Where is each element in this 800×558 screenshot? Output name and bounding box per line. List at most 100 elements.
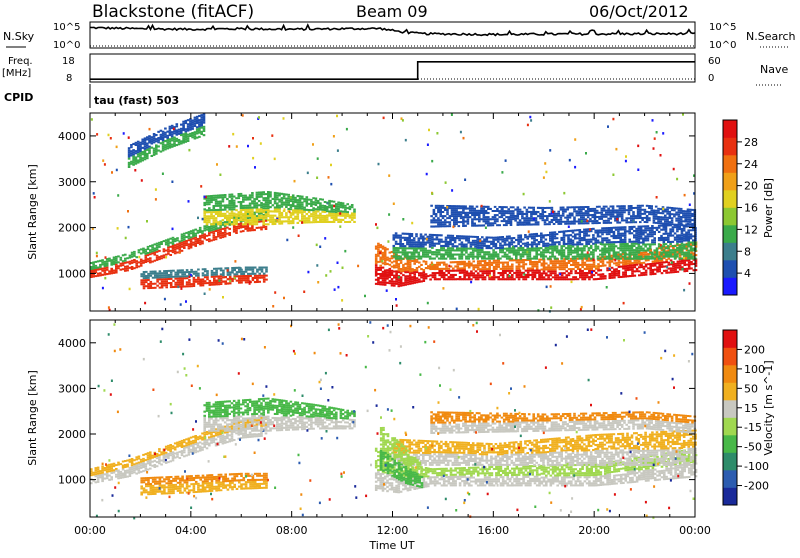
heatmap-cell — [231, 271, 234, 273]
heatmap-cell — [513, 254, 516, 256]
heatmap-cell — [156, 272, 159, 274]
heatmap-cell — [587, 222, 590, 224]
heatmap-cell — [147, 273, 150, 275]
heatmap-cell — [520, 247, 523, 249]
heatmap-cell — [219, 211, 222, 213]
heatmap-cell — [179, 276, 182, 278]
heatmap-cell — [612, 212, 615, 214]
heatmap-cell — [542, 245, 545, 247]
heatmap-cell — [203, 225, 206, 227]
heatmap-cell — [617, 235, 620, 237]
heatmap-cell — [467, 216, 470, 218]
heatmap-cell — [529, 254, 532, 256]
heatmap-cell — [660, 237, 663, 239]
heatmap-cell — [262, 193, 265, 195]
heatmap-cell — [331, 213, 334, 215]
heatmap-cell — [258, 208, 261, 210]
heatmap-cell — [203, 233, 206, 235]
heatmap-cell — [480, 225, 483, 227]
heatmap-cell — [174, 238, 177, 240]
heatmap-cell — [220, 283, 223, 285]
heatmap-cell — [647, 243, 650, 245]
heatmap-cell — [463, 250, 466, 252]
heatmap-cell — [473, 212, 476, 214]
heatmap-cell — [550, 272, 553, 274]
heatmap-cell — [211, 270, 214, 272]
heatmap-cell — [660, 239, 663, 241]
heatmap-cell — [495, 239, 498, 241]
heatmap-cell — [496, 208, 499, 210]
heatmap-cell — [604, 227, 607, 229]
heatmap-cell — [683, 254, 686, 256]
heatmap-cell — [621, 211, 624, 213]
heatmap-cell — [427, 256, 430, 258]
heatmap-cell — [106, 267, 109, 269]
heatmap-cell — [95, 275, 98, 277]
heatmap-cell — [479, 243, 482, 245]
heatmap-cell — [247, 199, 250, 201]
heatmap-cell — [101, 270, 104, 272]
heatmap-cell — [240, 277, 243, 279]
heatmap-cell — [522, 243, 525, 245]
heatmap-cell — [574, 258, 577, 260]
heatmap-cell — [573, 208, 576, 210]
heatmap-cell — [501, 216, 504, 218]
heatmap-cell — [615, 229, 618, 231]
heatmap-cell — [143, 279, 146, 281]
heatmap-cell — [461, 241, 464, 243]
heatmap-cell — [281, 223, 284, 225]
heatmap-cell — [106, 262, 109, 264]
heatmap-cell — [167, 239, 170, 241]
heatmap-cell — [301, 212, 304, 214]
heatmap-cell — [319, 204, 322, 206]
heatmap-cell — [567, 249, 570, 251]
heatmap-cell — [213, 282, 216, 284]
heatmap-cell — [393, 260, 396, 262]
heatmap-cell — [228, 224, 231, 226]
heatmap-cell — [128, 164, 131, 166]
heatmap-cell — [213, 197, 216, 199]
heatmap-cell — [676, 253, 679, 255]
heatmap-cell — [420, 242, 423, 244]
heatmap-cell — [674, 256, 677, 258]
heatmap-cell — [597, 256, 600, 258]
heatmap-cell — [617, 227, 620, 229]
heatmap-cell — [249, 227, 252, 229]
heatmap-cell — [299, 201, 302, 203]
heatmap-cell — [233, 269, 236, 271]
heatmap-cell — [222, 200, 225, 202]
heatmap-cell — [486, 245, 489, 247]
heatmap-cell — [450, 278, 453, 280]
heatmap-cell — [126, 265, 129, 267]
heatmap-cell — [657, 210, 660, 212]
heatmap-cell — [446, 217, 449, 219]
heatmap-cell — [149, 259, 152, 261]
heatmap-cell — [667, 233, 670, 235]
heatmap-cell — [256, 219, 259, 221]
heatmap-cell — [622, 235, 625, 237]
heatmap-cell — [567, 258, 570, 260]
heatmap-cell — [668, 262, 671, 264]
heatmap-cell — [654, 262, 657, 264]
heatmap-cell — [536, 263, 539, 265]
heatmap-cell — [228, 215, 231, 217]
heatmap-cell — [638, 238, 641, 240]
heatmap-cell — [249, 209, 252, 211]
heatmap-cell — [379, 281, 382, 283]
station-title: Blackstone (fitACF) — [92, 2, 254, 22]
heatmap-cell — [418, 254, 421, 256]
heatmap-cell — [612, 210, 615, 212]
heatmap-cell — [681, 249, 684, 251]
heatmap-cell — [479, 249, 482, 251]
heatmap-cell — [645, 272, 648, 274]
heatmap-cell — [386, 276, 389, 278]
heatmap-cell — [594, 250, 597, 252]
heatmap-cell — [413, 249, 416, 251]
heatmap-cell — [147, 275, 150, 277]
heatmap-cell — [507, 212, 510, 214]
heatmap-cell — [413, 247, 416, 249]
heatmap-cell — [609, 277, 612, 279]
heatmap-cell — [135, 150, 138, 152]
heatmap-cell — [258, 215, 261, 217]
heatmap-cell — [563, 272, 566, 274]
